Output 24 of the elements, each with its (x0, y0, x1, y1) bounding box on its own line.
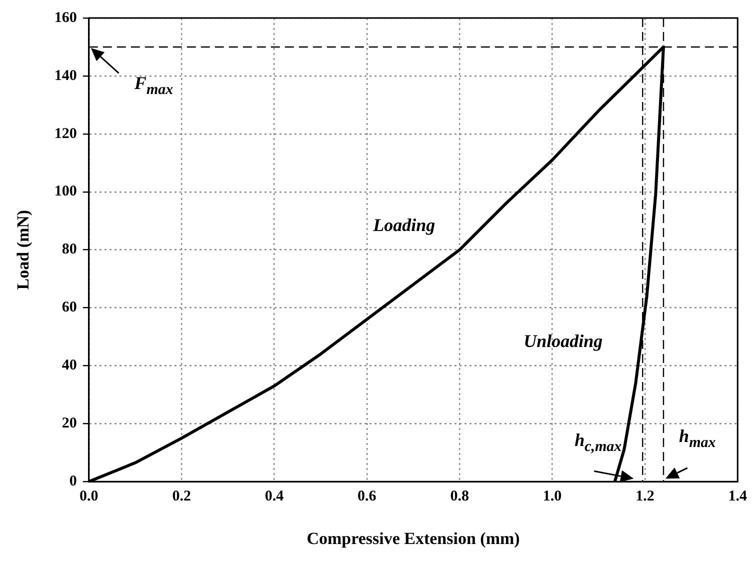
x-tick-label: 0.2 (172, 488, 191, 504)
annotation: Unloading (524, 330, 603, 351)
y-tick-label: 20 (62, 416, 77, 432)
y-tick-label: 140 (54, 68, 77, 84)
y-tick-label: 100 (54, 184, 77, 200)
annotation: Loading (373, 214, 436, 235)
annotation: F$_{max}$ (134, 73, 174, 98)
annotation: h$_{c,max}$ (574, 430, 622, 455)
x-axis-title: Compressive Extension (mm) (306, 529, 520, 548)
y-tick-label: 120 (54, 126, 77, 142)
x-tick-label: 1.4 (728, 488, 748, 504)
x-tick-label: 0.6 (358, 488, 377, 504)
x-tick-label: 0.4 (264, 488, 284, 504)
y-tick-label: 0 (69, 473, 77, 490)
x-tick-label: 1.0 (542, 488, 562, 504)
y-tick-label: 80 (62, 242, 77, 258)
x-tick-label: 0.8 (450, 488, 469, 504)
x-tick-label: 0.0 (80, 488, 98, 504)
y-tick-label: 160 (54, 10, 77, 26)
y-tick-label: 40 (62, 358, 77, 374)
x-tick-label: 1.2 (636, 488, 654, 504)
annotation: h$_{max}$ (679, 426, 716, 451)
y-axis-title: Load (mN) (14, 210, 33, 290)
y-tick-label: 60 (62, 300, 77, 316)
